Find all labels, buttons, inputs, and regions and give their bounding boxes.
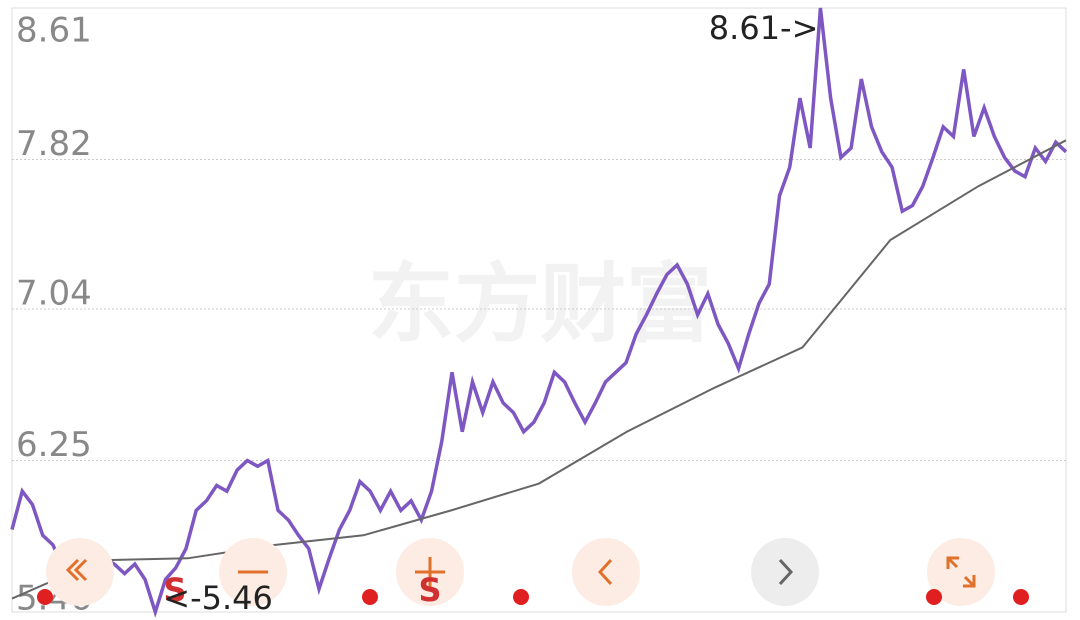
signal-dot [362,589,378,605]
signal-dot [37,589,53,605]
sell-signal: S [163,571,186,609]
y-tick-label: 7.04 [16,274,92,314]
plot-frame [11,7,1067,613]
signal-dot [1013,589,1029,605]
next-icon [778,558,794,586]
sell-signal: S [418,571,441,609]
y-tick-label: 7.82 [16,124,92,164]
prev-icon [597,558,613,586]
plus-icon [415,557,445,587]
signal-dot [926,589,942,605]
rewind-icon [65,558,88,582]
fullscreen-icon [946,556,976,588]
watermark: 东方财富 [368,254,712,354]
signal-dot [513,589,529,605]
y-tick-label: 6.25 [16,425,92,465]
annotation: 8.61-> [709,9,819,47]
price-line [10,7,1068,618]
average-line [11,139,1067,600]
prev-button[interactable] [572,538,640,606]
toolbar: S S [37,538,1029,609]
fullscreen-button[interactable] [927,538,995,606]
y-tick-label: 8.61 [16,11,92,51]
annotation: <-5.46 [163,579,273,617]
next-button[interactable] [751,538,819,606]
